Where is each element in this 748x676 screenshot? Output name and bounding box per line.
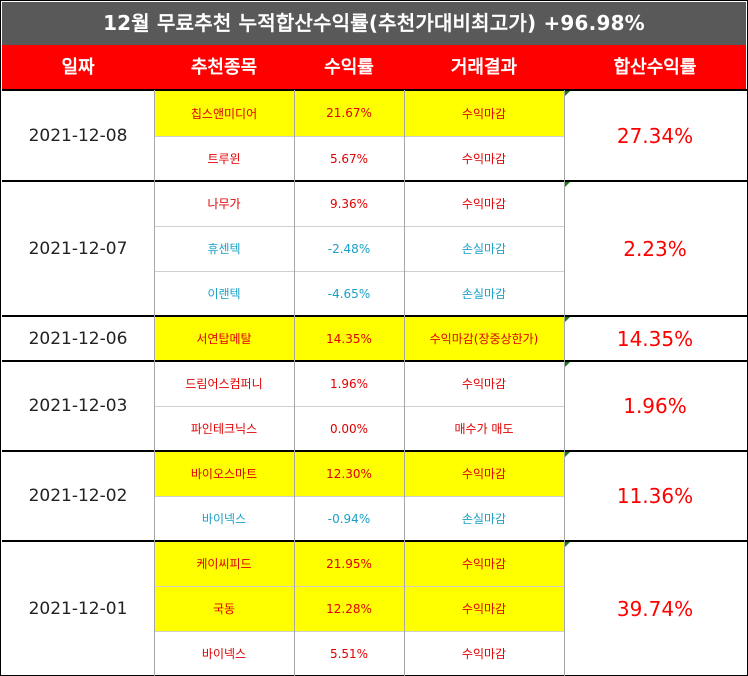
group-divider — [2, 315, 747, 317]
group-divider — [2, 450, 747, 452]
trade-result-cell: 수익마감 — [404, 90, 564, 136]
header-total-return: 합산수익률 — [564, 45, 746, 90]
stock-name-cell: 국동 — [154, 586, 294, 631]
trade-result-cell: 손실마감 — [461, 512, 507, 526]
group-divider — [2, 89, 747, 91]
return-cell: 12.30% — [294, 451, 404, 496]
trade-result-cell: 손실마감 — [461, 287, 507, 301]
date-cell: 2021-12-06 — [28, 328, 128, 349]
page-title: 12월 무료추천 누적합산수익률(추천가대비최고가) +96.98% — [2, 2, 746, 45]
row-divider — [154, 271, 564, 272]
total-return-cell: 39.74% — [616, 596, 694, 621]
header-return: 수익률 — [294, 45, 404, 90]
trade-result-cell: 수익마감 — [404, 541, 564, 586]
row-divider — [154, 631, 564, 632]
column-divider — [404, 90, 405, 676]
trade-result-cell: 수익마감 — [404, 586, 564, 631]
return-cell: -4.65% — [327, 286, 371, 301]
stock-name-cell: 칩스앤미디어 — [154, 90, 294, 136]
stock-name-cell: 이랜텍 — [207, 287, 241, 301]
header-result: 거래결과 — [404, 45, 564, 90]
date-cell: 2021-12-07 — [28, 238, 128, 259]
row-divider — [154, 226, 564, 227]
group-divider — [2, 180, 747, 182]
group-divider — [2, 360, 747, 362]
return-cell: 1.96% — [329, 376, 369, 391]
stock-name-cell: 나무가 — [207, 197, 241, 211]
stock-name-cell: 파인테크닉스 — [190, 422, 258, 436]
trade-result-cell: 수익마감 — [404, 451, 564, 496]
total-return-cell: 11.36% — [616, 484, 694, 508]
return-cell: -2.48% — [327, 241, 371, 256]
return-cell: 21.95% — [294, 541, 404, 586]
trade-result-cell: 수익마감 — [461, 152, 507, 166]
total-return-cell: 14.35% — [616, 326, 694, 351]
comment-marker-icon — [565, 317, 570, 322]
trade-result-cell: 수익마감 — [461, 647, 507, 661]
group-divider — [2, 540, 747, 542]
comment-marker-icon — [565, 91, 570, 96]
row-divider — [154, 496, 564, 497]
stock-name-cell: 드림어스컴퍼니 — [185, 377, 263, 391]
comment-marker-icon — [565, 182, 570, 187]
row-divider — [154, 136, 564, 137]
total-return-cell: 27.34% — [616, 123, 694, 148]
trade-result-cell: 수익마감(장중상한가) — [404, 316, 564, 361]
trade-result-cell: 수익마감 — [461, 197, 507, 211]
trade-result-cell: 손실마감 — [461, 242, 507, 256]
stock-name-cell: 휴센텍 — [207, 242, 241, 256]
date-cell: 2021-12-03 — [28, 396, 128, 416]
column-divider — [564, 90, 565, 676]
row-divider — [154, 406, 564, 407]
stock-name-cell: 케이씨피드 — [154, 541, 294, 586]
column-divider — [154, 90, 155, 676]
return-cell: 14.35% — [294, 316, 404, 361]
stock-name-cell: 바이넥스 — [201, 512, 247, 526]
comment-marker-icon — [565, 362, 570, 367]
stock-name-cell: 바이넥스 — [201, 647, 247, 661]
total-return-cell: 1.96% — [623, 394, 687, 418]
date-cell: 2021-12-08 — [28, 125, 128, 146]
return-cell: -0.94% — [327, 511, 371, 526]
comment-marker-icon — [565, 452, 570, 457]
date-cell: 2021-12-01 — [28, 598, 128, 619]
return-cell: 12.28% — [294, 586, 404, 631]
return-cell: 9.36% — [329, 196, 369, 211]
stock-name-cell: 트루윈 — [207, 152, 241, 166]
row-divider — [154, 586, 564, 587]
stock-name-cell: 바이오스마트 — [154, 451, 294, 496]
return-cell: 21.67% — [294, 90, 404, 136]
return-cell: 5.67% — [329, 151, 369, 166]
header-date: 일짜 — [2, 45, 154, 90]
return-cell: 5.51% — [329, 646, 369, 661]
return-cell: 0.00% — [329, 421, 369, 436]
date-cell: 2021-12-02 — [28, 486, 128, 506]
column-divider — [294, 90, 295, 676]
trade-result-cell: 매수가 매도 — [454, 422, 514, 436]
trade-result-cell: 수익마감 — [461, 377, 507, 391]
header-stock: 추천종목 — [154, 45, 294, 90]
stock-name-cell: 서연탑메탈 — [154, 316, 294, 361]
total-return-cell: 2.23% — [623, 236, 687, 261]
comment-marker-icon — [565, 542, 570, 547]
